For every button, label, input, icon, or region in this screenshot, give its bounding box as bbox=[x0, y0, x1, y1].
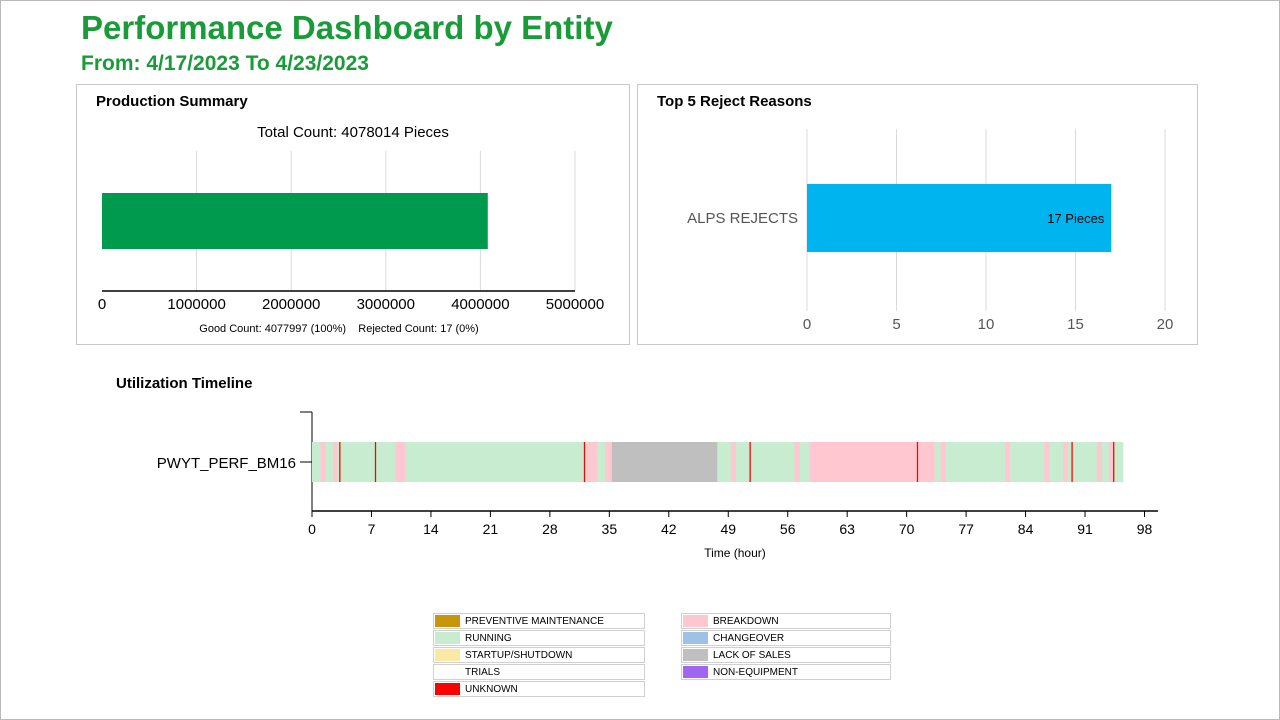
x-tick-label: 5 bbox=[892, 316, 900, 333]
timeline-segment bbox=[374, 442, 377, 482]
legend-item: BREAKDOWN bbox=[681, 613, 891, 629]
timeline-segment bbox=[320, 442, 326, 482]
legend-item: UNKNOWN bbox=[433, 681, 645, 697]
legend-item: STARTUP/SHUTDOWN bbox=[433, 647, 645, 663]
production-footer: Good Count: 4077997 (100%) Rejected Coun… bbox=[199, 323, 478, 335]
x-tick-label: 1000000 bbox=[167, 296, 225, 313]
timeline-segment bbox=[1108, 442, 1114, 482]
x-tick-label: 63 bbox=[839, 521, 855, 537]
legend-label: LACK OF SALES bbox=[713, 650, 791, 661]
timeline-segment bbox=[940, 442, 946, 482]
reject-category-label: ALPS REJECTS bbox=[687, 210, 798, 227]
x-tick-label: 28 bbox=[542, 521, 558, 537]
legend-swatch bbox=[435, 649, 460, 661]
x-tick-label: 21 bbox=[483, 521, 499, 537]
reject-reasons-panel: Top 5 Reject Reasons 0 5 10 15 20 ALPS REJECT… bbox=[637, 84, 1198, 345]
legend-swatch bbox=[435, 632, 460, 644]
x-axis-title: Time (hour) bbox=[704, 546, 766, 560]
legend-label: PREVENTIVE MAINTENANCE bbox=[465, 616, 604, 627]
page-title: Performance Dashboard by Entity bbox=[81, 9, 613, 46]
x-tick-label: 10 bbox=[978, 316, 995, 333]
production-summary-title: Production Summary bbox=[96, 93, 248, 110]
timeline-segment bbox=[395, 442, 406, 482]
legend-item: TRIALS bbox=[433, 664, 645, 680]
legend-swatch bbox=[683, 666, 708, 678]
legend-label: BREAKDOWN bbox=[713, 616, 779, 627]
production-total-label: Total Count: 4078014 Pieces bbox=[257, 124, 449, 141]
x-tick-label: 42 bbox=[661, 521, 677, 537]
legend-swatch bbox=[683, 649, 708, 661]
timeline-entity-label: PWYT_PERF_BM16 bbox=[157, 455, 296, 472]
production-chart: Total Count: 4078014 Pieces Good Count: … bbox=[98, 124, 604, 335]
x-tick-label: 15 bbox=[1067, 316, 1084, 333]
timeline-segment bbox=[611, 442, 718, 482]
reject-reasons-title: Top 5 Reject Reasons bbox=[657, 93, 812, 110]
reject-data-label: 17 Pieces bbox=[1047, 211, 1105, 226]
x-tick-label: 35 bbox=[602, 521, 618, 537]
x-tick-label: 84 bbox=[1018, 521, 1034, 537]
reject-reasons-chart: 0 5 10 15 20 ALPS REJECTS 17 Pieces bbox=[687, 129, 1174, 333]
x-tick-label: 56 bbox=[780, 521, 796, 537]
legend-item: NON-EQUIPMENT bbox=[681, 664, 891, 680]
date-range-subtitle: From: 4/17/2023 To 4/23/2023 bbox=[81, 52, 369, 75]
legend-item: CHANGEOVER bbox=[681, 630, 891, 646]
timeline-segment bbox=[916, 442, 919, 482]
x-tick-label: 0 bbox=[803, 316, 811, 333]
x-tick-label: 5000000 bbox=[546, 296, 604, 313]
legend-swatch bbox=[435, 615, 460, 627]
timeline-segment bbox=[1113, 442, 1115, 482]
x-tick-label: 0 bbox=[98, 296, 106, 313]
x-tick-label: 4000000 bbox=[451, 296, 509, 313]
x-tick-label: 2000000 bbox=[262, 296, 320, 313]
legend-label: STARTUP/SHUTDOWN bbox=[465, 650, 573, 661]
timeline-segment bbox=[333, 442, 338, 482]
legend-item: RUNNING bbox=[433, 630, 645, 646]
legend-swatch bbox=[435, 683, 460, 695]
legend-swatch bbox=[435, 666, 460, 678]
timeline-segment bbox=[1096, 442, 1103, 482]
timeline-segment bbox=[1005, 442, 1011, 482]
x-tick-label: 49 bbox=[720, 521, 736, 537]
x-tick-label: 3000000 bbox=[357, 296, 415, 313]
timeline-segment bbox=[339, 442, 341, 482]
timeline-segment bbox=[730, 442, 736, 482]
utilization-timeline-title: Utilization Timeline bbox=[116, 375, 253, 392]
timeline-segment bbox=[1062, 442, 1069, 482]
timeline-segment bbox=[749, 442, 751, 482]
x-tick-label: 7 bbox=[368, 521, 376, 537]
timeline-segment bbox=[583, 442, 586, 482]
timeline-segment bbox=[794, 442, 800, 482]
timeline-segment bbox=[312, 442, 1124, 482]
production-summary-panel: Production Summary Total Count: 4078014 … bbox=[76, 84, 630, 345]
legend-swatch bbox=[683, 632, 708, 644]
timeline-segment bbox=[1071, 442, 1073, 482]
x-tick-label: 77 bbox=[958, 521, 974, 537]
x-tick-label: 70 bbox=[899, 521, 915, 537]
legend-label: RUNNING bbox=[465, 633, 512, 644]
timeline-segment bbox=[1044, 442, 1050, 482]
legend-swatch bbox=[683, 615, 708, 627]
production-bar bbox=[102, 193, 488, 249]
x-tick-label: 0 bbox=[308, 521, 316, 537]
reject-bar bbox=[807, 184, 1112, 252]
utilization-timeline-chart: PWYT_PERF_BM16 0 7 14 21 28 35 42 49 56 63 70 77 84 91… bbox=[157, 411, 1158, 560]
timeline-legend: PREVENTIVE MAINTENANCE RUNNING STARTUP/SHU… bbox=[433, 613, 893, 703]
timeline-segment bbox=[605, 442, 612, 482]
x-tick-label: 98 bbox=[1137, 521, 1153, 537]
x-tick-label: 14 bbox=[423, 521, 439, 537]
legend-label: UNKNOWN bbox=[465, 684, 518, 695]
legend-item: LACK OF SALES bbox=[681, 647, 891, 663]
legend-label: TRIALS bbox=[465, 667, 501, 678]
x-tick-label: 91 bbox=[1077, 521, 1093, 537]
legend-label: NON-EQUIPMENT bbox=[713, 667, 798, 678]
timeline-segment bbox=[586, 442, 598, 482]
x-tick-label: 20 bbox=[1157, 316, 1174, 333]
timeline-segment bbox=[809, 442, 935, 482]
legend-label: CHANGEOVER bbox=[713, 633, 785, 644]
legend-item: PREVENTIVE MAINTENANCE bbox=[433, 613, 645, 629]
